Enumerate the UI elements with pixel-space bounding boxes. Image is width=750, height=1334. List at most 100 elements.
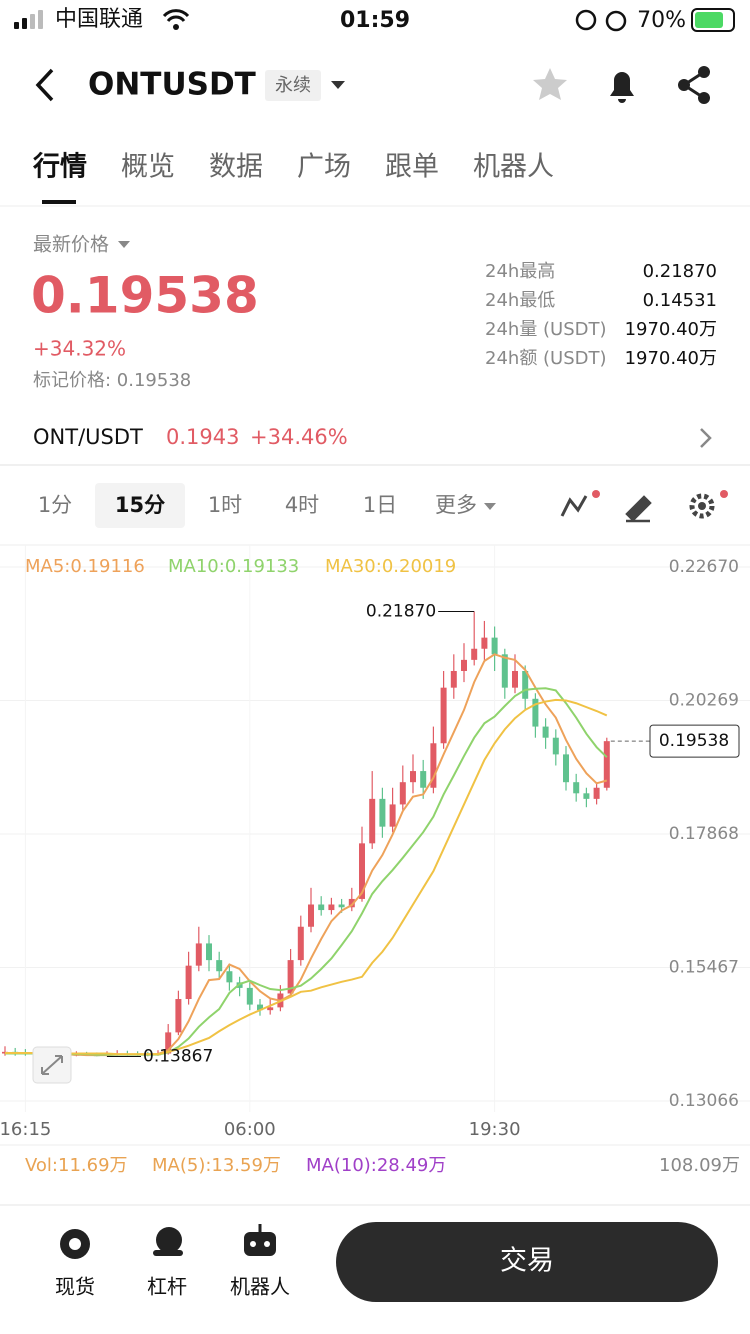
tab[interactable]: 行情 bbox=[32, 151, 87, 183]
candle-body bbox=[379, 798, 386, 827]
share-icon[interactable] bbox=[678, 66, 710, 104]
more-dropdown[interactable] bbox=[484, 503, 496, 510]
candle-body bbox=[206, 943, 212, 961]
candle-body bbox=[410, 771, 416, 783]
favorite-icon[interactable] bbox=[533, 68, 567, 100]
interval[interactable]: 更多 bbox=[435, 493, 477, 517]
indicator-dot bbox=[592, 490, 600, 498]
draw-icon[interactable] bbox=[625, 495, 652, 523]
battery bbox=[691, 8, 735, 32]
x-tick-label: 06:00 bbox=[224, 1119, 276, 1140]
indicator-icon[interactable] bbox=[560, 495, 588, 517]
y-tick-label: 0.15467 bbox=[669, 957, 739, 977]
stats: 24h最高 0.21870 24h最低 0.14531 24h量 (USDT) 1970.… bbox=[485, 261, 717, 369]
candle-body bbox=[461, 659, 467, 671]
candle-body bbox=[420, 771, 427, 788]
legend-entry: MA5:0.19116 bbox=[25, 556, 145, 577]
tab[interactable]: 机器人 bbox=[473, 152, 554, 183]
candle-body bbox=[328, 904, 335, 911]
stat-label: 24h额 (USDT) bbox=[485, 348, 607, 369]
intervals: 1分 15分 1时 4时 1日 更多 bbox=[38, 483, 477, 528]
interval[interactable]: 15分 bbox=[115, 493, 165, 517]
price-change: +34.32% bbox=[33, 337, 126, 361]
candle-body bbox=[185, 965, 192, 1000]
alert-icon[interactable] bbox=[610, 72, 634, 103]
battery-level bbox=[695, 12, 723, 28]
stat-value: 0.21870 bbox=[643, 261, 717, 282]
candle-body bbox=[603, 741, 610, 788]
candle-body bbox=[532, 698, 539, 727]
interval[interactable]: 1时 bbox=[208, 493, 242, 517]
ma-line bbox=[5, 698, 608, 1056]
lock-icon bbox=[575, 9, 597, 31]
candle-body bbox=[491, 637, 498, 655]
badge-bg bbox=[265, 70, 321, 101]
y-tick-label: 0.17868 bbox=[669, 824, 739, 844]
carrier: 中国联通 bbox=[55, 7, 143, 32]
nav-label[interactable]: 机器人 bbox=[230, 1275, 290, 1299]
robot-icon bbox=[244, 1232, 276, 1256]
tab[interactable]: 跟单 bbox=[385, 152, 439, 183]
candle-body bbox=[246, 987, 253, 1005]
robot-eye bbox=[264, 1241, 270, 1247]
pair-chevron[interactable] bbox=[700, 428, 712, 448]
candle-body bbox=[175, 999, 182, 1033]
symbol-dropdown[interactable] bbox=[331, 81, 345, 89]
candle-body bbox=[481, 637, 488, 649]
candle-body bbox=[226, 971, 233, 983]
candle-body bbox=[501, 654, 508, 688]
x-tick-label: 16:15 bbox=[0, 1119, 51, 1140]
stat-value: 1970.40万 bbox=[625, 348, 717, 369]
candle-body bbox=[348, 898, 355, 908]
nav-label[interactable]: 杠杆 bbox=[147, 1275, 187, 1299]
mark-price: 标记价格: 0.19538 bbox=[33, 370, 191, 391]
volume-ma5: MA(5):13.59万 bbox=[152, 1155, 281, 1176]
candle-body bbox=[287, 960, 294, 994]
candle-body bbox=[359, 843, 365, 899]
x-tick-label: 19:30 bbox=[469, 1119, 521, 1140]
candle-body bbox=[440, 687, 447, 744]
back-button[interactable] bbox=[35, 68, 54, 102]
settings-icon[interactable] bbox=[689, 493, 715, 519]
margin-icon bbox=[156, 1227, 182, 1253]
last-price-box bbox=[649, 724, 740, 758]
volume-ma10: MA(10):28.49万 bbox=[306, 1155, 446, 1176]
interval[interactable]: 1分 bbox=[38, 493, 72, 517]
pair-change: +34.46% bbox=[250, 425, 348, 449]
candle-body bbox=[267, 1007, 274, 1011]
interval-selected-bg bbox=[95, 483, 185, 528]
candle-body bbox=[430, 743, 437, 788]
status-bar: 中国联通 01:59 70% bbox=[14, 7, 735, 33]
interval[interactable]: 1日 bbox=[363, 493, 397, 517]
y-tick-label: 0.22670 bbox=[669, 557, 739, 577]
y-tick-label: 0.13066 bbox=[669, 1091, 739, 1111]
interval[interactable]: 4时 bbox=[285, 493, 319, 517]
symbol: ONTUSDT bbox=[88, 67, 256, 103]
candle-body bbox=[542, 726, 549, 738]
candle-body bbox=[216, 960, 223, 972]
tab[interactable]: 广场 bbox=[297, 152, 351, 183]
candle-body bbox=[573, 782, 580, 794]
clock: 01:59 bbox=[340, 8, 410, 33]
stat-value: 1970.40万 bbox=[625, 319, 717, 340]
candle-body bbox=[389, 804, 396, 827]
candle-body bbox=[552, 737, 559, 755]
wifi-icon bbox=[162, 9, 190, 23]
candle-body bbox=[522, 670, 529, 699]
nav-label[interactable]: 现货 bbox=[55, 1275, 95, 1299]
share-lines bbox=[681, 70, 705, 100]
last-price-label: 0.19538 bbox=[659, 731, 729, 751]
tab[interactable]: 概览 bbox=[121, 152, 175, 183]
tabs: 行情 概览 数据 广场 跟单 机器人 bbox=[32, 151, 554, 183]
stat-label: 24h最高 bbox=[485, 261, 555, 282]
bottom-nav: 现货 杠杆 机器人 bbox=[55, 1275, 290, 1299]
price-label-dropdown[interactable] bbox=[118, 241, 130, 248]
tab[interactable]: 数据 bbox=[209, 152, 263, 183]
tab-underline bbox=[42, 200, 76, 204]
candle-body bbox=[563, 754, 569, 783]
settings-hub bbox=[698, 502, 706, 510]
candle-body bbox=[593, 787, 600, 799]
trade-button[interactable] bbox=[336, 1222, 718, 1302]
